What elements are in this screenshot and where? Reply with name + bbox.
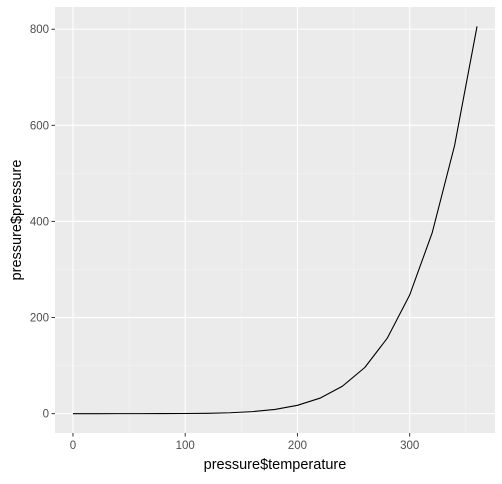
y-axis-title: pressure$pressure: [9, 160, 25, 281]
y-tick-label: 200: [30, 313, 49, 325]
grid: [55, 7, 495, 433]
x-tick-label: 100: [176, 440, 195, 452]
x-tick-label: 300: [400, 440, 419, 452]
x-tick-label: 0: [70, 440, 76, 452]
y-tick-label: 800: [30, 24, 49, 36]
plot-panel: [55, 7, 495, 433]
series-layer: [72, 26, 478, 415]
y-tick-label: 400: [30, 216, 49, 228]
y-tick-label: 600: [30, 120, 49, 132]
x-axis-title: pressure$temperature: [204, 457, 347, 473]
axes: 0 100 200 300 0 200 400 600 800: [30, 24, 419, 452]
y-tick-label: 0: [43, 409, 49, 421]
x-tick-label: 200: [288, 440, 307, 452]
series-line: [72, 26, 478, 415]
